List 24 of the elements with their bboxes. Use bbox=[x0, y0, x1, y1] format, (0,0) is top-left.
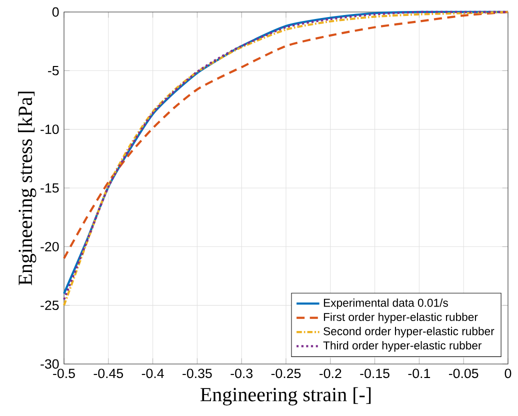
y-tick-label: -20 bbox=[40, 242, 59, 252]
y-tick-label: -15 bbox=[40, 183, 59, 193]
legend-label: Third order hyper-elastic rubber bbox=[323, 341, 482, 352]
x-tick-label: -0.35 bbox=[182, 368, 212, 378]
x-axis-title: Engineering strain [-] bbox=[200, 387, 371, 406]
legend-label: Experimental data 0.01/s bbox=[324, 298, 448, 310]
x-tick-label: -0.5 bbox=[53, 368, 75, 378]
y-tick-label: -10 bbox=[40, 124, 59, 134]
x-tick-label: 0 bbox=[504, 368, 512, 378]
x-tick-label: -0.4 bbox=[142, 368, 164, 378]
y-tick-label: -30 bbox=[40, 359, 59, 369]
y-tick-label: -25 bbox=[40, 300, 59, 310]
y-tick-label: 0 bbox=[52, 7, 59, 17]
y-axis-title: Engineering stress [kPa] bbox=[18, 92, 36, 286]
x-tick-label: -0.15 bbox=[360, 368, 390, 378]
x-tick-label: -0.45 bbox=[94, 368, 124, 378]
legend-label: First order hyper-elastic rubber bbox=[324, 312, 478, 324]
x-tick-label: -0.2 bbox=[319, 368, 342, 378]
x-tick-label: -0.05 bbox=[448, 368, 478, 378]
x-tick-label: -0.3 bbox=[230, 368, 253, 378]
x-tick-label: -0.1 bbox=[408, 368, 430, 378]
legend-label: Second order hyper-elastic rubber bbox=[324, 326, 494, 338]
y-tick-label: -5 bbox=[48, 66, 59, 76]
x-tick-label: -0.25 bbox=[271, 368, 301, 378]
